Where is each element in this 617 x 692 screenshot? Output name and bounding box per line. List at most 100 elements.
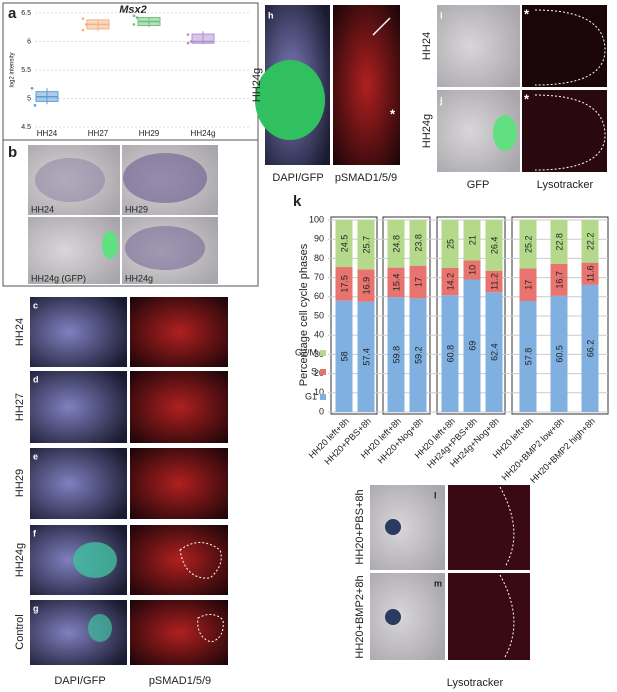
x-tick-label: HH29 xyxy=(139,129,160,138)
row-label: HH24 xyxy=(14,318,26,346)
value-label: 21 xyxy=(467,235,477,245)
value-label: 25.7 xyxy=(361,236,371,254)
y-tick-label: 40 xyxy=(314,330,324,340)
bar-segment xyxy=(581,284,599,412)
value-label: 15.4 xyxy=(391,274,401,292)
bar-segment xyxy=(409,265,427,299)
point xyxy=(30,86,34,90)
bar-segment xyxy=(519,268,537,302)
point xyxy=(189,40,193,43)
y-tick-label: 30 xyxy=(314,349,324,359)
point xyxy=(186,33,190,36)
caption: pSMAD1/5/9 xyxy=(335,172,397,184)
row-label: HH24g xyxy=(251,68,263,102)
bar-segment xyxy=(335,220,353,268)
panel-letter: d xyxy=(33,374,39,384)
value-label: 58 xyxy=(339,351,349,361)
point xyxy=(132,14,136,18)
bar-segment xyxy=(581,220,599,263)
bar-segment xyxy=(357,269,375,302)
star: * xyxy=(524,6,530,21)
bar-segment xyxy=(485,270,503,293)
bar-segment xyxy=(387,220,405,268)
bar-segment xyxy=(550,263,568,296)
panel-letter: c xyxy=(33,300,38,310)
y-tick-label: 80 xyxy=(314,253,324,263)
cg-images xyxy=(30,297,228,665)
bar-segment xyxy=(485,220,503,271)
y-tick-label: 6.5 xyxy=(21,10,31,17)
bar-segment xyxy=(335,300,353,412)
legend-label: G2/M xyxy=(295,347,317,357)
y-tick-label: 100 xyxy=(309,214,324,224)
bar-segment xyxy=(441,268,459,296)
y-tick-label: 70 xyxy=(314,272,324,282)
bar-segment xyxy=(387,267,405,298)
legend-swatch xyxy=(320,350,326,356)
value-label: 11.2 xyxy=(489,273,499,290)
legend-label: G1 xyxy=(305,391,317,401)
value-label: 17 xyxy=(523,280,533,290)
value-label: 59.2 xyxy=(413,346,423,364)
value-label: 57.8 xyxy=(523,348,533,366)
value-label: 17 xyxy=(413,277,423,287)
b-label: HH24 xyxy=(31,204,54,214)
value-label: 60.5 xyxy=(554,345,564,363)
bar-segment xyxy=(441,220,459,268)
y-tick-label: 20 xyxy=(314,368,324,378)
caption: DAPI/GFP xyxy=(272,172,323,184)
x-tick-label: HH24g xyxy=(191,129,216,138)
value-label: 22.2 xyxy=(585,233,595,251)
value-label: 69 xyxy=(467,341,477,351)
b-label: HH24g xyxy=(125,273,153,283)
bar-segment xyxy=(581,262,599,285)
value-label: 14.2 xyxy=(445,273,455,291)
bar-segment xyxy=(519,220,537,269)
point xyxy=(81,17,85,21)
panel-letter: h xyxy=(268,10,274,20)
star: * xyxy=(524,91,530,106)
panel-letter: j xyxy=(439,95,443,105)
value-label: 22.8 xyxy=(554,233,564,251)
value-label: 11.6 xyxy=(585,265,595,282)
box xyxy=(191,33,215,44)
bar-segment xyxy=(485,292,503,412)
chart-title: Msx2 xyxy=(119,4,147,16)
panel-letter: g xyxy=(33,603,39,613)
legend-label: S xyxy=(311,366,317,376)
panel-letter: b xyxy=(8,144,17,161)
caption: Lysotracker xyxy=(447,677,504,689)
y-tick-label: 50 xyxy=(314,310,324,320)
x-tick-label: HH24 xyxy=(37,129,58,138)
row-label: HH24g xyxy=(421,114,433,148)
value-label: 23.8 xyxy=(413,234,423,252)
lm-images xyxy=(370,485,530,660)
y-tick-label: 6 xyxy=(27,38,31,45)
panel-letter: k xyxy=(293,193,302,210)
panel-letter: i xyxy=(440,10,443,20)
bar-segment xyxy=(550,220,568,264)
panel-letter: l xyxy=(434,490,437,500)
row-label: HH24 xyxy=(421,32,433,60)
y-tick-label: 10 xyxy=(314,387,324,397)
bar-segment xyxy=(441,295,459,412)
value-label: 25.2 xyxy=(523,235,533,253)
caption: DAPI/GFP xyxy=(54,675,105,687)
caption: Lysotracker xyxy=(537,179,594,191)
point xyxy=(132,23,136,26)
point xyxy=(186,41,190,45)
point xyxy=(81,28,85,32)
bar-segment xyxy=(550,295,568,412)
star: * xyxy=(390,106,396,121)
row-label: Control xyxy=(14,614,26,649)
value-label: 16.7 xyxy=(554,271,564,289)
x-tick-label: HH27 xyxy=(88,129,109,138)
y-tick-label: 4.5 xyxy=(21,124,31,131)
value-label: 16.9 xyxy=(361,277,371,295)
bar-segment xyxy=(463,260,481,280)
bar-segment xyxy=(335,267,353,301)
legend-swatch xyxy=(320,369,326,375)
y-tick-label: 5 xyxy=(27,95,31,102)
value-label: 59.8 xyxy=(391,346,401,364)
